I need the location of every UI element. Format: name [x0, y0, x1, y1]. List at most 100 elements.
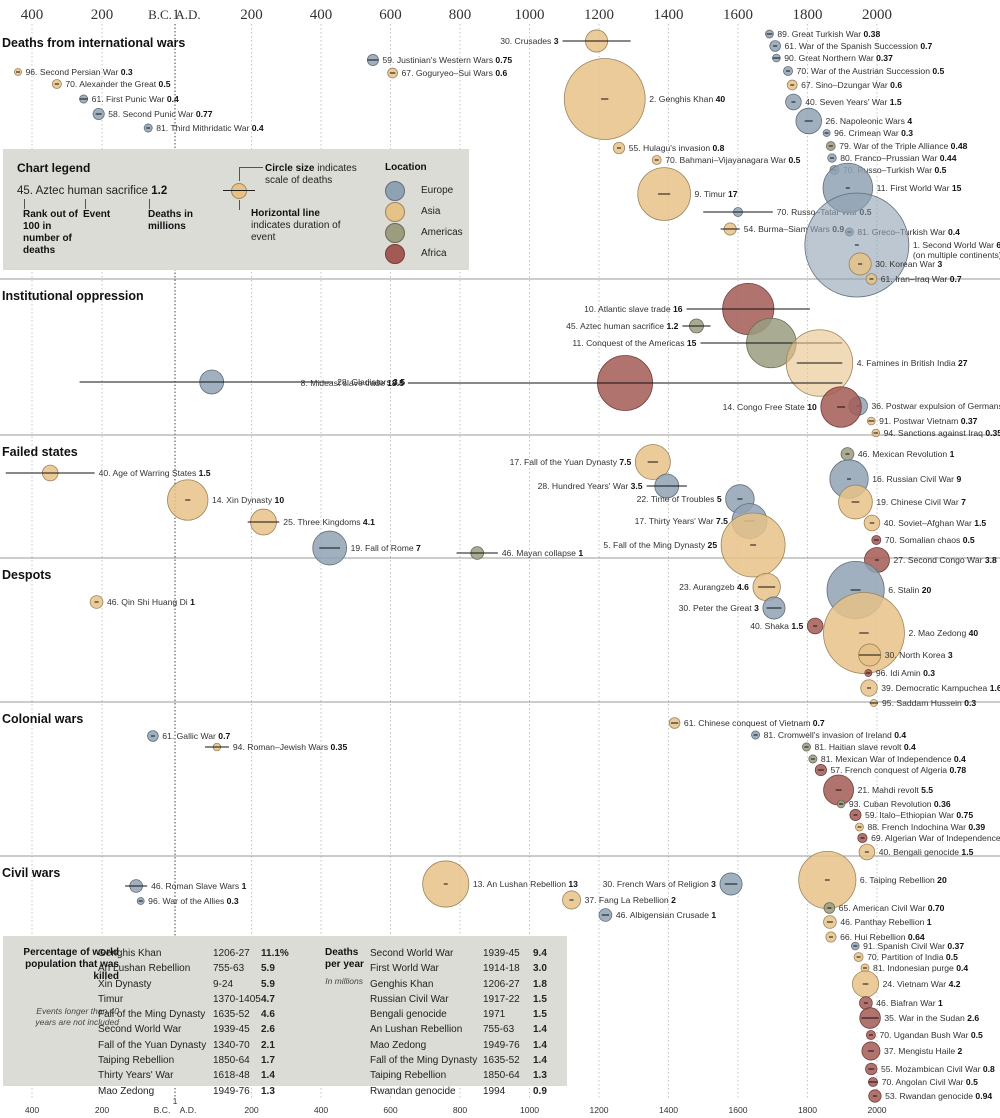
event-label: 96. Idi Amin 0.3 — [876, 668, 935, 678]
table-cell: 1.7 — [261, 1055, 275, 1067]
event-label: 70. Bahmani–Vijayanagara War 0.5 — [665, 155, 800, 165]
event-label: 89. Great Turkish War 0.38 — [777, 29, 880, 39]
axis-bottom-tick-label: 1400 — [659, 1105, 678, 1115]
event-label: 70. Partition of India 0.5 — [867, 952, 958, 962]
axis-bottom-tick-label: 1800 — [798, 1105, 817, 1115]
table-cell: Bengali genocide — [370, 1009, 447, 1021]
table-cell: 4.7 — [261, 993, 275, 1005]
table-row: Mao Zedong 1949-76 1.4 — [370, 1038, 560, 1053]
event-label: 4. Famines in British India 27 — [857, 358, 968, 368]
legend-example-rank: 45. — [17, 185, 33, 197]
table-cell: First World War — [370, 963, 439, 975]
legend-deaths-desc: Deaths in millions — [148, 209, 194, 232]
event-label: 96. War of the Allies 0.3 — [148, 896, 239, 906]
table-cell: 1206-27 — [483, 978, 520, 990]
event-label: 70. Angolan Civil War 0.5 — [882, 1077, 978, 1087]
table-cell: 1.5 — [533, 993, 547, 1005]
event-label: 81. Cromwell's invasion of Ireland 0.4 — [764, 730, 907, 740]
table-cell: 5.9 — [261, 963, 275, 975]
axis-bottom-tick-label: 1 — [173, 1096, 178, 1106]
legend-example: 45. Aztec human sacrifice 1.2 — [17, 185, 167, 197]
event-label: 40. Bengali genocide 1.5 — [879, 847, 974, 857]
event-label: 27. Second Congo War 3.8 — [893, 555, 997, 565]
section-title: Civil wars — [2, 866, 60, 880]
table-cell: 1.3 — [533, 1070, 547, 1082]
axis-top-tick-label: A.D. — [175, 7, 200, 22]
legend-swatch-asia — [385, 202, 405, 222]
event-label: 40. Soviet–Afghan War 1.5 — [884, 518, 987, 528]
table-cell: Genghis Khan — [98, 948, 162, 959]
event-label: 95. Saddam Hussein 0.3 — [882, 698, 976, 708]
table-cell: 1340-70 — [213, 1039, 250, 1051]
event-label: 14. Congo Free State 10 — [723, 402, 817, 412]
axis-bottom-tick-label: 400 — [314, 1105, 329, 1115]
event-label: 37. Mengistu Haile 2 — [884, 1046, 963, 1056]
table-row: Rwandan genocide 1994 0.9 — [370, 1084, 560, 1099]
table-row: Second World War 1939-45 2.6 — [98, 1022, 308, 1037]
axis-top-tick-label: 1800 — [793, 7, 823, 23]
table-row: Taiping Rebellion 1850-64 1.7 — [98, 1053, 308, 1068]
table-row: An Lushan Rebellion 755-63 1.4 — [370, 1022, 560, 1037]
axis-bottom-tick-label: 800 — [453, 1105, 468, 1115]
event-label: 80. Franco–Prussian War 0.44 — [840, 153, 956, 163]
table-cell: An Lushan Rebellion — [370, 1024, 463, 1036]
table-cell: 1635-52 — [483, 1055, 520, 1067]
event-label: 30. French Wars of Religion 3 — [603, 879, 717, 889]
legend-duration-line — [223, 190, 255, 191]
table-cell: 9-24 — [213, 978, 234, 990]
event-label: 30. Peter the Great 3 — [679, 603, 759, 613]
legend-example-value: 1.2 — [151, 185, 168, 197]
legend-location-label: Europe — [421, 185, 454, 196]
table-cell: 5.9 — [261, 978, 275, 990]
event-label: 57. French conquest of Algeria 0.78 — [831, 765, 967, 775]
event-label: 46. Albigensian Crusade 1 — [616, 910, 717, 920]
table-cell: Mao Zedong — [370, 1039, 427, 1051]
event-label: 25. Three Kingdoms 4.1 — [283, 517, 375, 527]
table-cell: Second World War — [98, 1024, 182, 1036]
table-row: Second World War 1939-45 9.4 — [370, 946, 560, 961]
event-label: 55. Hulagu's invasion 0.8 — [629, 143, 725, 153]
table-row: Fall of the Ming Dynasty 1635-52 4.6 — [98, 1007, 308, 1022]
event-label: 46. Qin Shi Huang Di 1 — [107, 597, 195, 607]
table-cell: 1949-76 — [483, 1039, 520, 1051]
table-cell: 1370-1405 — [213, 993, 261, 1005]
legend-title: Chart legend — [17, 161, 91, 175]
table-cell: 1.4 — [261, 1070, 275, 1082]
event-label: 35. War in the Sudan 2.6 — [884, 1013, 979, 1023]
event-label: 28. Hundred Years' War 3.5 — [538, 481, 643, 491]
event-label: 46. Roman Slave Wars 1 — [151, 881, 246, 891]
table-row: Genghis Khan 1206-27 1.8 — [370, 977, 560, 992]
event-label: 8. Mideast slave trade 18.5 — [301, 378, 404, 388]
axis-top-tick-label: 2000 — [862, 7, 892, 23]
event-label: 61. War of the Spanish Succession 0.7 — [785, 41, 933, 51]
table-cell: Genghis Khan — [370, 978, 434, 990]
axis-bottom-tick-label: 200 — [244, 1105, 259, 1115]
table-cell: 2.1 — [261, 1039, 275, 1051]
table-cell: 1939-45 — [213, 1024, 250, 1036]
table-cell: 11.1% — [261, 948, 289, 959]
event-label: 96. Second Persian War 0.3 — [26, 67, 133, 77]
table-cell: 4.6 — [261, 1009, 275, 1021]
table-row: Xin Dynasty 9-24 5.9 — [98, 977, 308, 992]
table-cell: Fall of the Yuan Dynasty — [98, 1039, 207, 1051]
axis-top-tick-label: 1200 — [584, 7, 614, 23]
event-label: 96. Crimean War 0.3 — [834, 128, 913, 138]
event-label: 79. War of the Triple Alliance 0.48 — [839, 141, 967, 151]
table-row: Mao Zedong 1949-76 1.3 — [98, 1084, 308, 1099]
table-cell: 1.4 — [533, 1055, 547, 1067]
axis-bottom-tick-label: 1000 — [520, 1105, 539, 1115]
event-label: 24. Vietnam War 4.2 — [883, 979, 961, 989]
event-label: 67. Sino–Dzungar War 0.6 — [801, 80, 902, 90]
event-label: 19. Chinese Civil War 7 — [876, 497, 966, 507]
axis-top-tick-label: 1 — [172, 7, 180, 23]
event-label: 6. Stalin 20 — [888, 585, 931, 595]
axis-bottom-tick-label: 600 — [383, 1105, 398, 1115]
event-label: 11. First World War 15 — [877, 183, 962, 193]
legend-event-desc: Event — [83, 209, 111, 220]
axis-top-tick-label: 800 — [449, 7, 472, 23]
legend-size-note: Circle size indicates scale of deaths — [265, 163, 357, 186]
axis-bottom-tick-label: 1200 — [589, 1105, 608, 1115]
event-label: 30. North Korea 3 — [885, 650, 953, 660]
table-row: Russian Civil War 1917-22 1.5 — [370, 992, 560, 1007]
event-label: 21. Mahdi revolt 5.5 — [858, 785, 934, 795]
